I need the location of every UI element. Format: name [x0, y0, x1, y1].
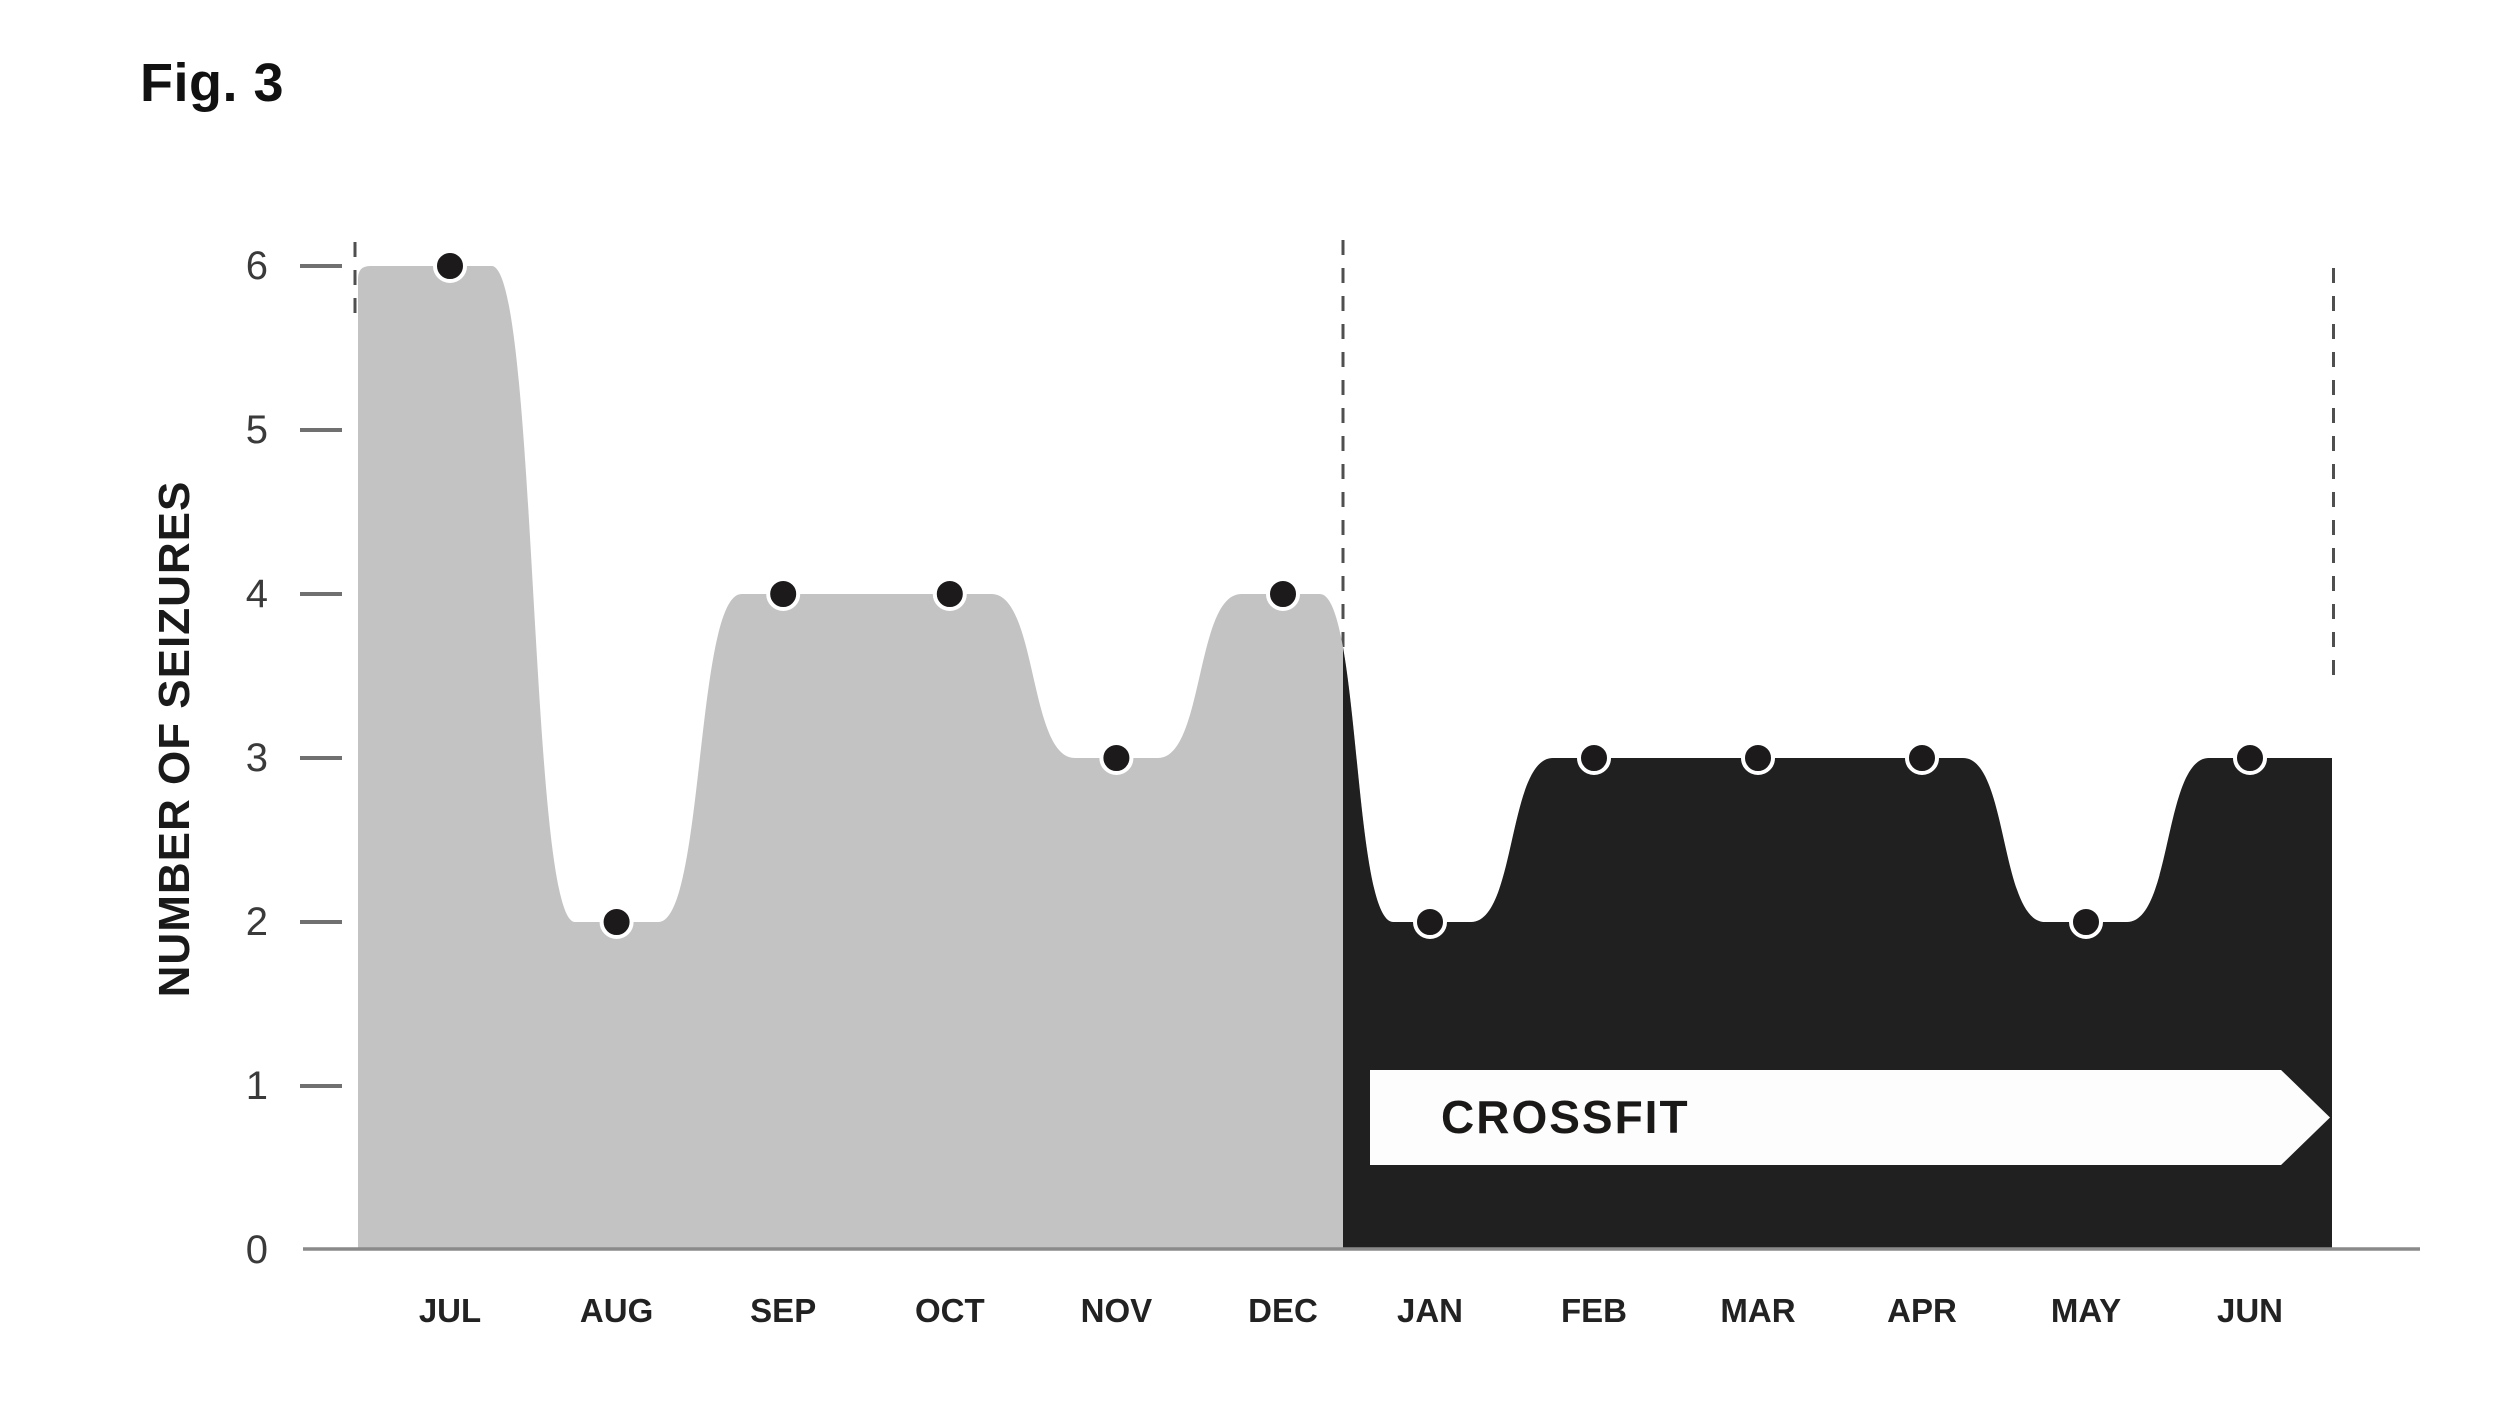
- data-point-mar: [1741, 741, 1775, 775]
- month-label-mar: MAR: [1720, 1292, 1795, 1329]
- data-point-nov: [1099, 741, 1134, 775]
- data-point-jun: [2233, 741, 2267, 775]
- y-tick-label-0: 0: [246, 1228, 268, 1272]
- data-point-sep: [766, 577, 801, 611]
- month-label-may: MAY: [2051, 1292, 2121, 1329]
- data-points: [433, 249, 2267, 939]
- data-point-apr: [1905, 741, 1939, 775]
- crossfit-arrow-banner: CROSSFIT: [1370, 1070, 2330, 1165]
- y-tick-label-3: 3: [246, 736, 268, 780]
- y-tick-label-4: 4: [246, 572, 268, 616]
- y-tick-label-6: 6: [246, 244, 268, 288]
- month-label-apr: APR: [1887, 1292, 1957, 1329]
- month-label-jun: JUN: [2217, 1292, 2283, 1329]
- data-point-dec: [1266, 577, 1300, 611]
- month-label-dec: DEC: [1248, 1292, 1318, 1329]
- month-label-sep: SEP: [750, 1292, 816, 1329]
- y-tick-label-2: 2: [246, 900, 268, 944]
- month-label-jul: JUL: [419, 1292, 481, 1329]
- y-axis-ticks: 0 1 2 3 4 5 6: [246, 244, 342, 1272]
- month-label-jan: JAN: [1397, 1292, 1463, 1329]
- month-label-aug: AUG: [580, 1292, 653, 1329]
- y-tick-label-1: 1: [246, 1064, 268, 1108]
- data-point-jan: [1413, 905, 1447, 939]
- crossfit-banner-label: CROSSFIT: [1441, 1091, 1690, 1143]
- data-point-may: [2069, 905, 2103, 939]
- x-axis-labels: JUL AUG SEP OCT NOV DEC JAN FEB MAR APR MAY JUN: [419, 1292, 2283, 1329]
- month-label-oct: OCT: [915, 1292, 985, 1329]
- data-point-aug: [599, 905, 634, 939]
- data-point-oct: [932, 577, 967, 611]
- month-label-feb: FEB: [1561, 1292, 1627, 1329]
- y-axis-title: NUMBER OF SEIZURES: [150, 480, 199, 998]
- data-point-feb: [1577, 741, 1611, 775]
- data-point-jul: [433, 249, 467, 283]
- y-tick-label-5: 5: [246, 408, 268, 452]
- month-label-nov: NOV: [1081, 1292, 1153, 1329]
- figure-number-label: Fig. 3: [140, 53, 285, 113]
